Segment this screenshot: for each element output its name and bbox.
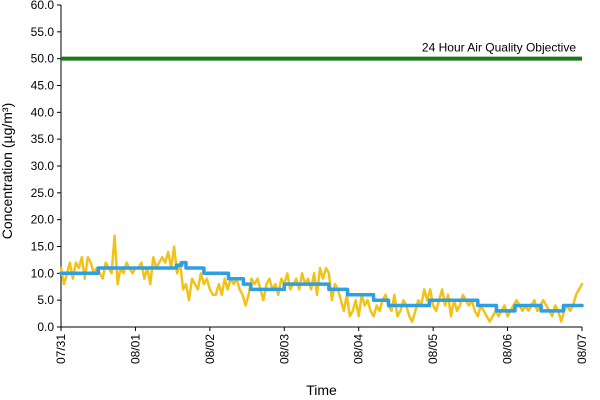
y-tick-label: 10.0 [31, 266, 55, 280]
x-tick-label: 08/05 [426, 334, 440, 364]
y-tick-label: 5.0 [37, 293, 54, 307]
y-axis-ticks: 0.0 5.0 10.0 15.0 20.0 25.0 30.0 35.0 40.0 45.0 50… [31, 0, 61, 334]
objective-label: 24 Hour Air Quality Objective [422, 41, 576, 55]
series-line-hourly [59, 234, 584, 323]
y-tick-label: 25.0 [31, 186, 55, 200]
x-axis-title: Time [306, 382, 337, 398]
y-tick-label: 15.0 [31, 240, 55, 254]
x-tick-label: 08/06 [501, 334, 515, 364]
y-tick-label: 0.0 [37, 320, 54, 334]
x-axis-ticks: 07/31 08/01 08/02 08/03 08/04 08/05 08/06 08/07 [54, 327, 589, 364]
y-tick-label: 45.0 [31, 79, 55, 93]
x-tick-label: 08/02 [203, 334, 217, 364]
x-tick-label: 08/07 [575, 334, 589, 364]
x-tick-label: 08/03 [277, 334, 291, 364]
y-tick-label: 60.0 [31, 0, 55, 12]
y-tick-label: 50.0 [31, 52, 55, 66]
x-tick-label: 07/31 [54, 334, 68, 364]
y-tick-label: 35.0 [31, 132, 55, 146]
y-axis-title: Concentration (µg/m³) [0, 103, 15, 239]
y-tick-label: 55.0 [31, 25, 55, 39]
x-tick-label: 08/01 [128, 334, 142, 364]
x-tick-label: 08/04 [352, 334, 366, 364]
y-tick-label: 30.0 [31, 159, 55, 173]
y-tick-label: 20.0 [31, 213, 55, 227]
y-tick-label: 40.0 [31, 105, 55, 119]
series-layer [59, 234, 584, 323]
series-line-rolling-average [59, 260, 584, 313]
